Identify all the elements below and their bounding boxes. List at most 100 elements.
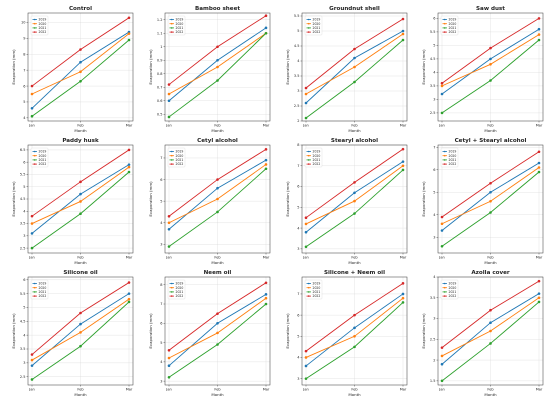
legend-box <box>304 15 323 36</box>
legend-box <box>304 279 323 300</box>
data-point-2019 <box>264 26 268 30</box>
x-tick-label: Jan <box>438 124 444 128</box>
legend-marker <box>33 154 36 157</box>
y-tick-label: 0.7 <box>157 85 163 89</box>
data-point-2020 <box>167 221 171 225</box>
legend-marker <box>170 159 173 161</box>
x-tick-label: Feb <box>214 256 221 260</box>
data-point-2019 <box>537 292 541 295</box>
legend-label: 2022 <box>449 294 457 298</box>
data-point-2021 <box>79 79 82 83</box>
data-point-2021 <box>167 115 171 119</box>
y-tick-label: 2.5 <box>294 104 300 108</box>
legend-marker <box>170 22 173 25</box>
legend-marker <box>443 286 446 289</box>
y-tick-label: 4.5 <box>20 197 26 201</box>
legend-label: 2022 <box>39 294 47 298</box>
data-point-2019 <box>353 326 356 330</box>
data-point-2019 <box>167 364 171 368</box>
data-point-2022 <box>30 214 34 218</box>
data-point-2022 <box>79 311 82 315</box>
legend-marker <box>307 154 310 157</box>
y-tick-label: 4 <box>433 213 436 217</box>
y-tick-label: 4 <box>160 360 163 364</box>
legend-marker <box>443 159 446 161</box>
x-tick-label: Mar <box>263 256 270 260</box>
x-tick-label: Jan <box>302 256 308 260</box>
legend-label: 2020 <box>39 286 47 290</box>
x-axis-label: Month <box>211 260 224 265</box>
data-point-2019 <box>127 163 131 166</box>
y-tick-label: 5 <box>23 100 25 104</box>
data-point-2022 <box>401 282 405 285</box>
data-point-2020 <box>216 331 219 335</box>
data-point-2020 <box>79 70 82 74</box>
chart-title: Cetyl + Stearyl alcohol <box>455 138 527 144</box>
legend-marker <box>307 286 310 289</box>
legend-marker <box>307 31 310 33</box>
data-point-2021 <box>304 377 308 380</box>
x-tick-label: Mar <box>400 256 407 260</box>
data-point-2021 <box>401 301 405 304</box>
chart-title: Silicone oil <box>63 270 97 276</box>
data-point-2021 <box>79 344 82 348</box>
x-tick-label: Jan <box>28 124 34 128</box>
legend-marker <box>443 154 446 157</box>
legend-marker <box>307 295 310 297</box>
data-point-2021 <box>127 300 131 304</box>
y-tick-label: 6 <box>433 17 435 21</box>
y-axis-label: Evaporation (mm) <box>421 313 426 349</box>
x-tick-label: Jan <box>438 256 444 260</box>
data-point-2019 <box>537 27 541 31</box>
data-point-2020 <box>440 84 444 88</box>
subplot-12: Azolla cover 1.5 2 2.5 3 3.5 4 Jan Feb Mar Month Ev… <box>421 270 544 397</box>
legend-marker <box>33 291 36 293</box>
legend-label: 2022 <box>313 162 321 166</box>
data-point-2022 <box>216 45 219 49</box>
subplot-8: Cetyl + Stearyl alcohol 3 4 5 6 7 Jan Feb Mar Mon… <box>421 138 544 265</box>
y-tick-label: 4 <box>433 275 436 279</box>
chart-title: Neem oil <box>204 270 232 276</box>
data-point-2022 <box>304 216 308 219</box>
legend-label: 2022 <box>449 162 457 166</box>
subplot-11: Silicone + Neem oil 3 4 5 6 7 Jan Feb Mar Month Ev… <box>285 270 408 397</box>
legend-marker <box>170 154 173 157</box>
y-axis-label: Evaporation (mm) <box>285 181 290 217</box>
x-tick-label: Feb <box>77 388 84 392</box>
legend-label: 2019 <box>176 18 184 22</box>
data-point-2022 <box>30 353 34 356</box>
y-tick-label: 7 <box>23 68 25 72</box>
x-tick-label: Jan <box>302 388 308 392</box>
data-point-2021 <box>537 38 541 42</box>
subplot-7: Stearyl alcohol 3 4 5 6 7 8 Jan Feb Mar Month Evapo… <box>285 138 408 265</box>
legend-marker <box>443 150 446 153</box>
x-tick-label: Mar <box>400 124 407 128</box>
legend-label: 2022 <box>313 294 321 298</box>
data-point-2022 <box>440 346 444 349</box>
y-tick-label: 2 <box>297 119 299 123</box>
x-tick-label: Mar <box>126 256 133 260</box>
y-tick-label: 5.5 <box>20 292 26 296</box>
data-point-2021 <box>440 379 444 383</box>
x-tick-label: Feb <box>214 124 221 128</box>
y-tick-label: 5 <box>297 29 299 33</box>
legend-box <box>167 279 186 300</box>
y-tick-label: 4 <box>297 356 300 360</box>
data-point-2019 <box>30 364 34 367</box>
legend-marker <box>33 27 36 29</box>
legend-label: 2021 <box>176 158 184 162</box>
y-tick-label: 7 <box>297 292 299 296</box>
data-point-2021 <box>167 375 171 379</box>
y-tick-label: 3 <box>433 235 435 239</box>
y-tick-label: 3.5 <box>20 222 26 226</box>
x-tick-label: Feb <box>77 256 84 260</box>
chart-title: Stearyl alcohol <box>331 138 378 144</box>
x-tick-label: Feb <box>487 256 494 260</box>
data-point-2019 <box>440 92 444 96</box>
x-axis-label: Month <box>348 128 361 133</box>
